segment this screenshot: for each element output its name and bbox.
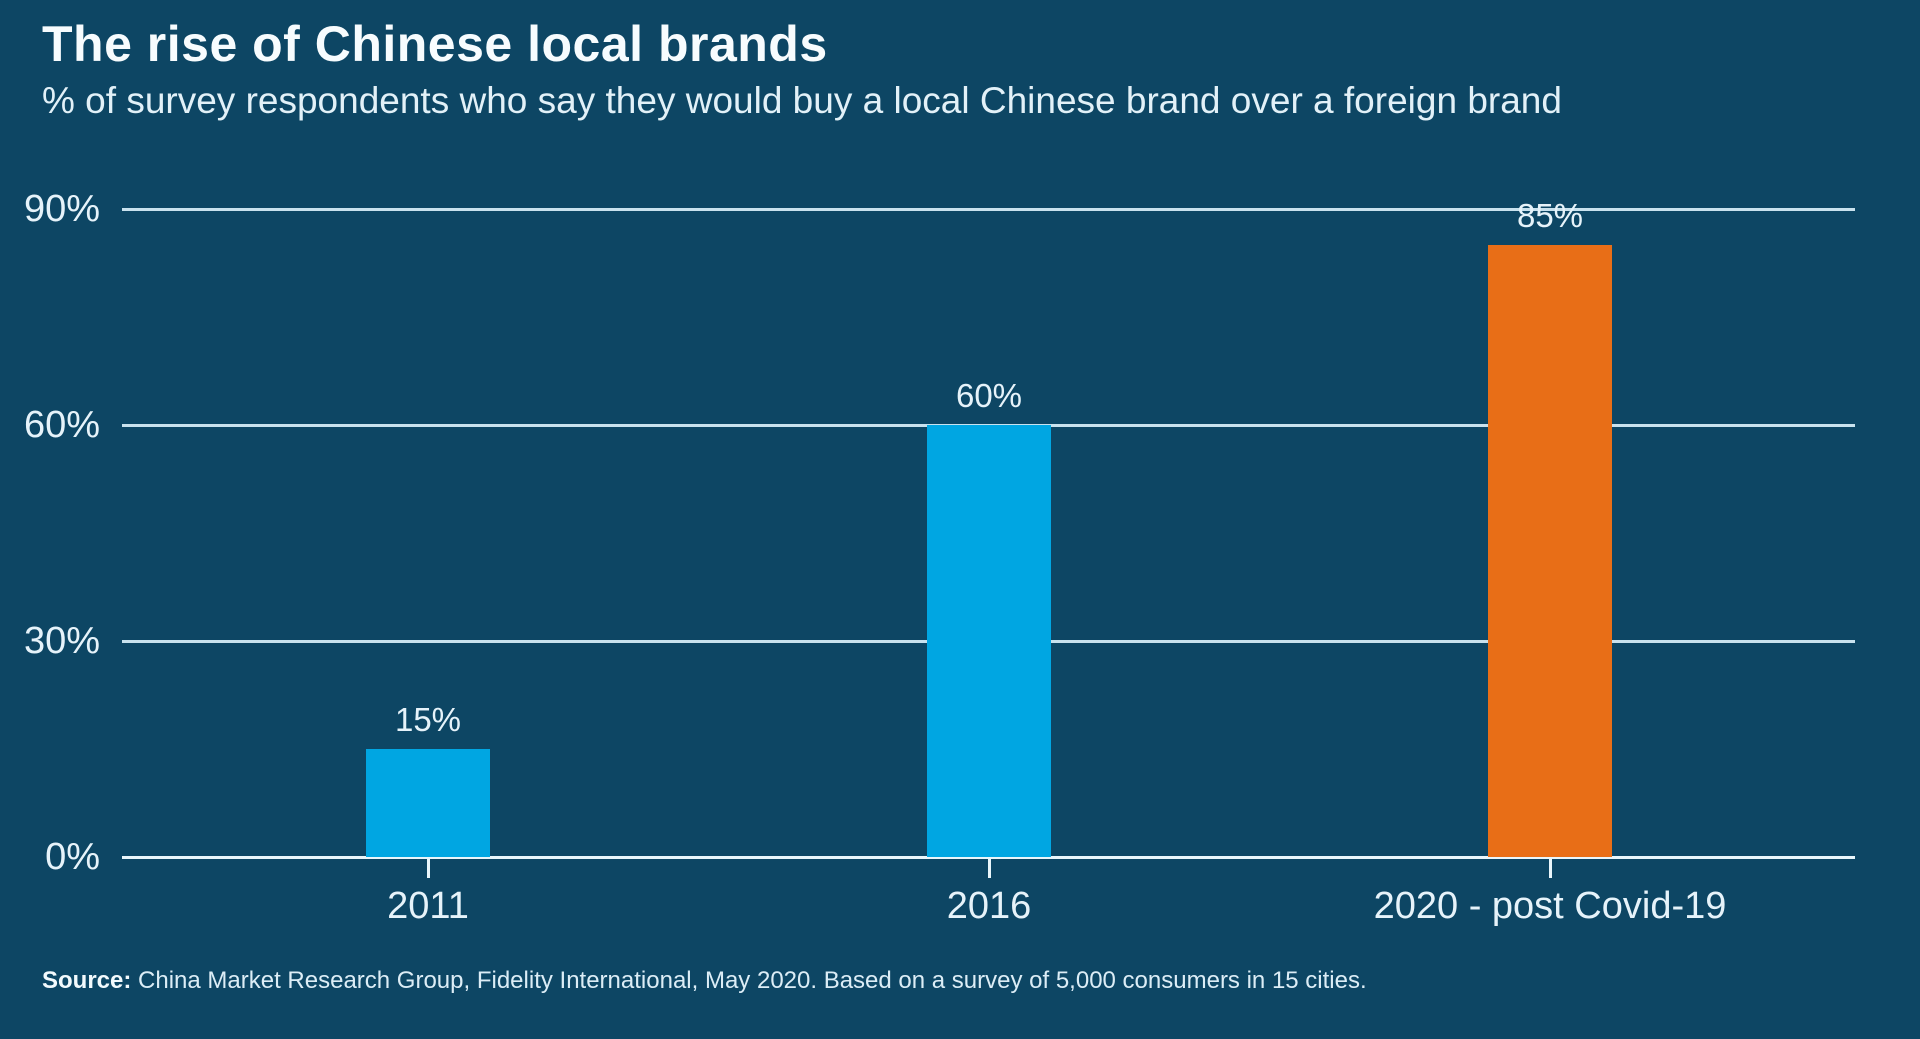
gridline-90 (122, 208, 1855, 211)
chart-title: The rise of Chinese local brands (42, 16, 828, 72)
bar-2011 (366, 749, 490, 857)
bar-value-label-2020 - post Covid-19: 85% (1516, 197, 1584, 234)
category-label-2011: 2011 (387, 885, 469, 927)
source-label: Source: (42, 967, 132, 994)
ytick-label-90: 90% (23, 188, 100, 230)
x-axis-tick-2020 - post Covid-19 (1548, 859, 1552, 878)
category-label-2016: 2016 (946, 885, 1032, 927)
bar-2020 - post Covid-19 (1488, 245, 1612, 857)
x-axis-tick-2011 (426, 859, 430, 878)
chart-header: The rise of Chinese local brands % of su… (42, 16, 1562, 122)
ytick-label-30: 30% (23, 620, 100, 662)
ytick-label-0: 0% (45, 836, 100, 878)
bar-value-label-2011: 15% (394, 701, 462, 738)
ytick-label-60: 60% (23, 404, 100, 446)
x-axis-line (122, 856, 1855, 859)
bar-value-label-2016: 60% (955, 377, 1023, 414)
category-label-2020 - post Covid-19: 2020 - post Covid-19 (1373, 885, 1727, 927)
bar-2016 (927, 425, 1051, 857)
chart-subtitle: % of survey respondents who say they wou… (42, 80, 1562, 121)
x-axis-tick-2016 (987, 859, 991, 878)
source-line: Source: China Market Research Group, Fid… (42, 966, 1367, 996)
source-text: China Market Research Group, Fidelity In… (131, 967, 1367, 994)
